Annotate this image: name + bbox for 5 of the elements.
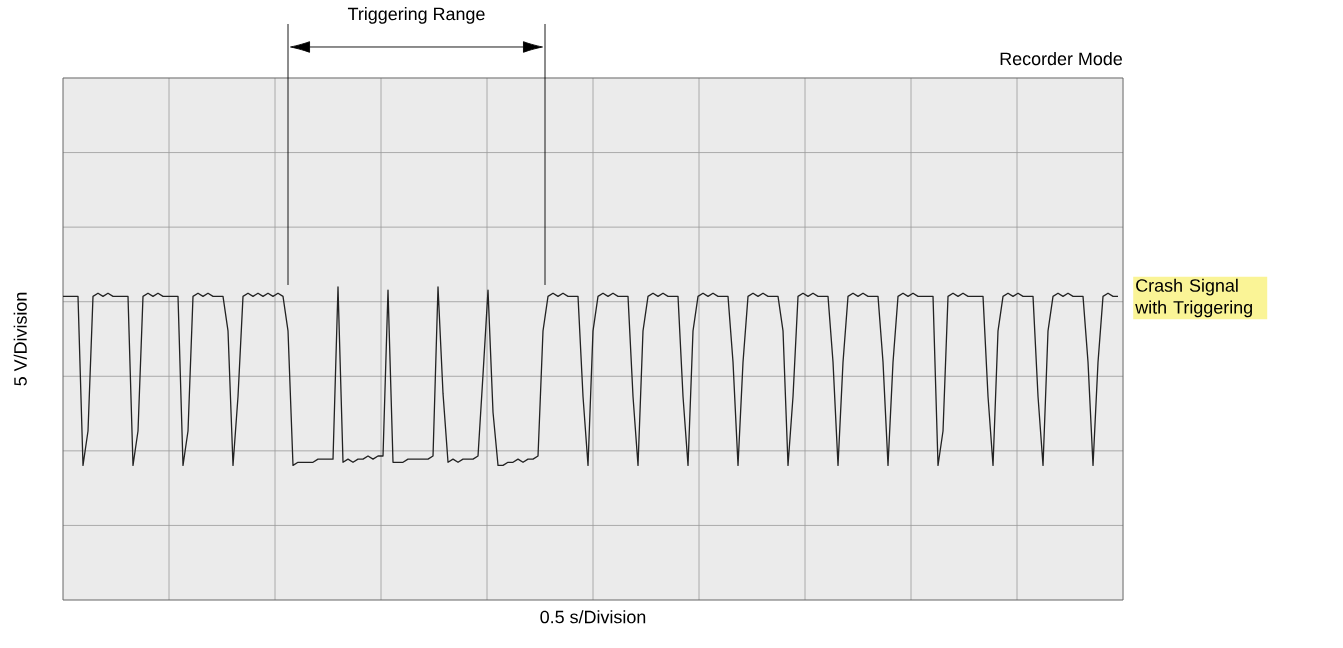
y-axis-title: 5 V/Division [13,292,27,386]
text: Recorder Mode [1000,51,1122,66]
text: Crash Signal with Triggering [1135,278,1252,318]
x-axis-title: 0.5 s/Division [540,610,646,624]
text: Triggering Range [347,7,485,24]
